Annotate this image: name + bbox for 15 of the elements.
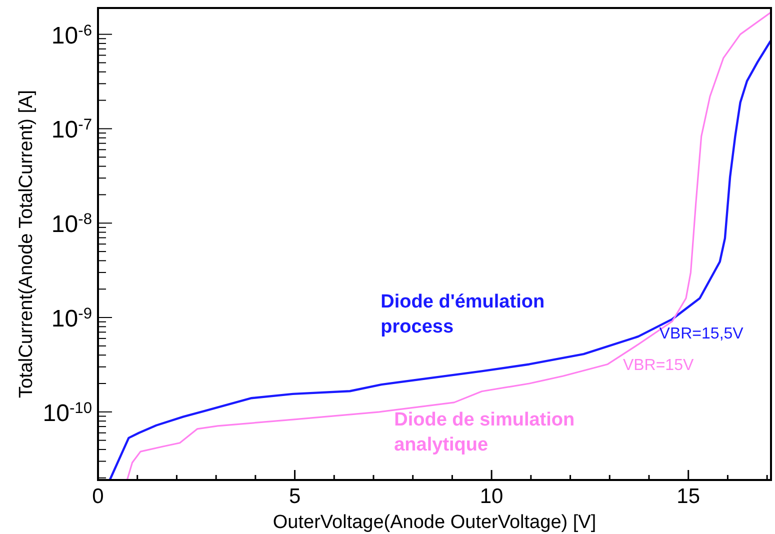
series-label: Diode d'émulation process	[380, 292, 545, 338]
y-tick-label: 10$^{-8}$	[51, 210, 92, 238]
annotation: VBR=15V	[622, 357, 694, 374]
y-tick-label: 10$^{-7}$	[51, 116, 92, 144]
x-tick-label: 15	[676, 485, 700, 508]
y-axis-title: TotalCurrent(Anode TotalCurrent) [A]	[16, 90, 37, 398]
x-tick-label: 10	[480, 485, 504, 508]
x-tick-label: 5	[288, 485, 301, 508]
x-tick-label: 0	[92, 485, 104, 508]
x-axis-title: OuterVoltage(Anode OuterVoltage) [V]	[272, 512, 596, 533]
annotation: VBR=15,5V	[659, 325, 744, 342]
y-tick-label: 10$^{-9}$	[51, 305, 92, 333]
y-tick-label: 10$^{-6}$	[51, 22, 92, 50]
series-label: Diode de simulation analytique	[394, 410, 575, 456]
y-tick-label: 10$^{-10}$	[42, 399, 92, 427]
